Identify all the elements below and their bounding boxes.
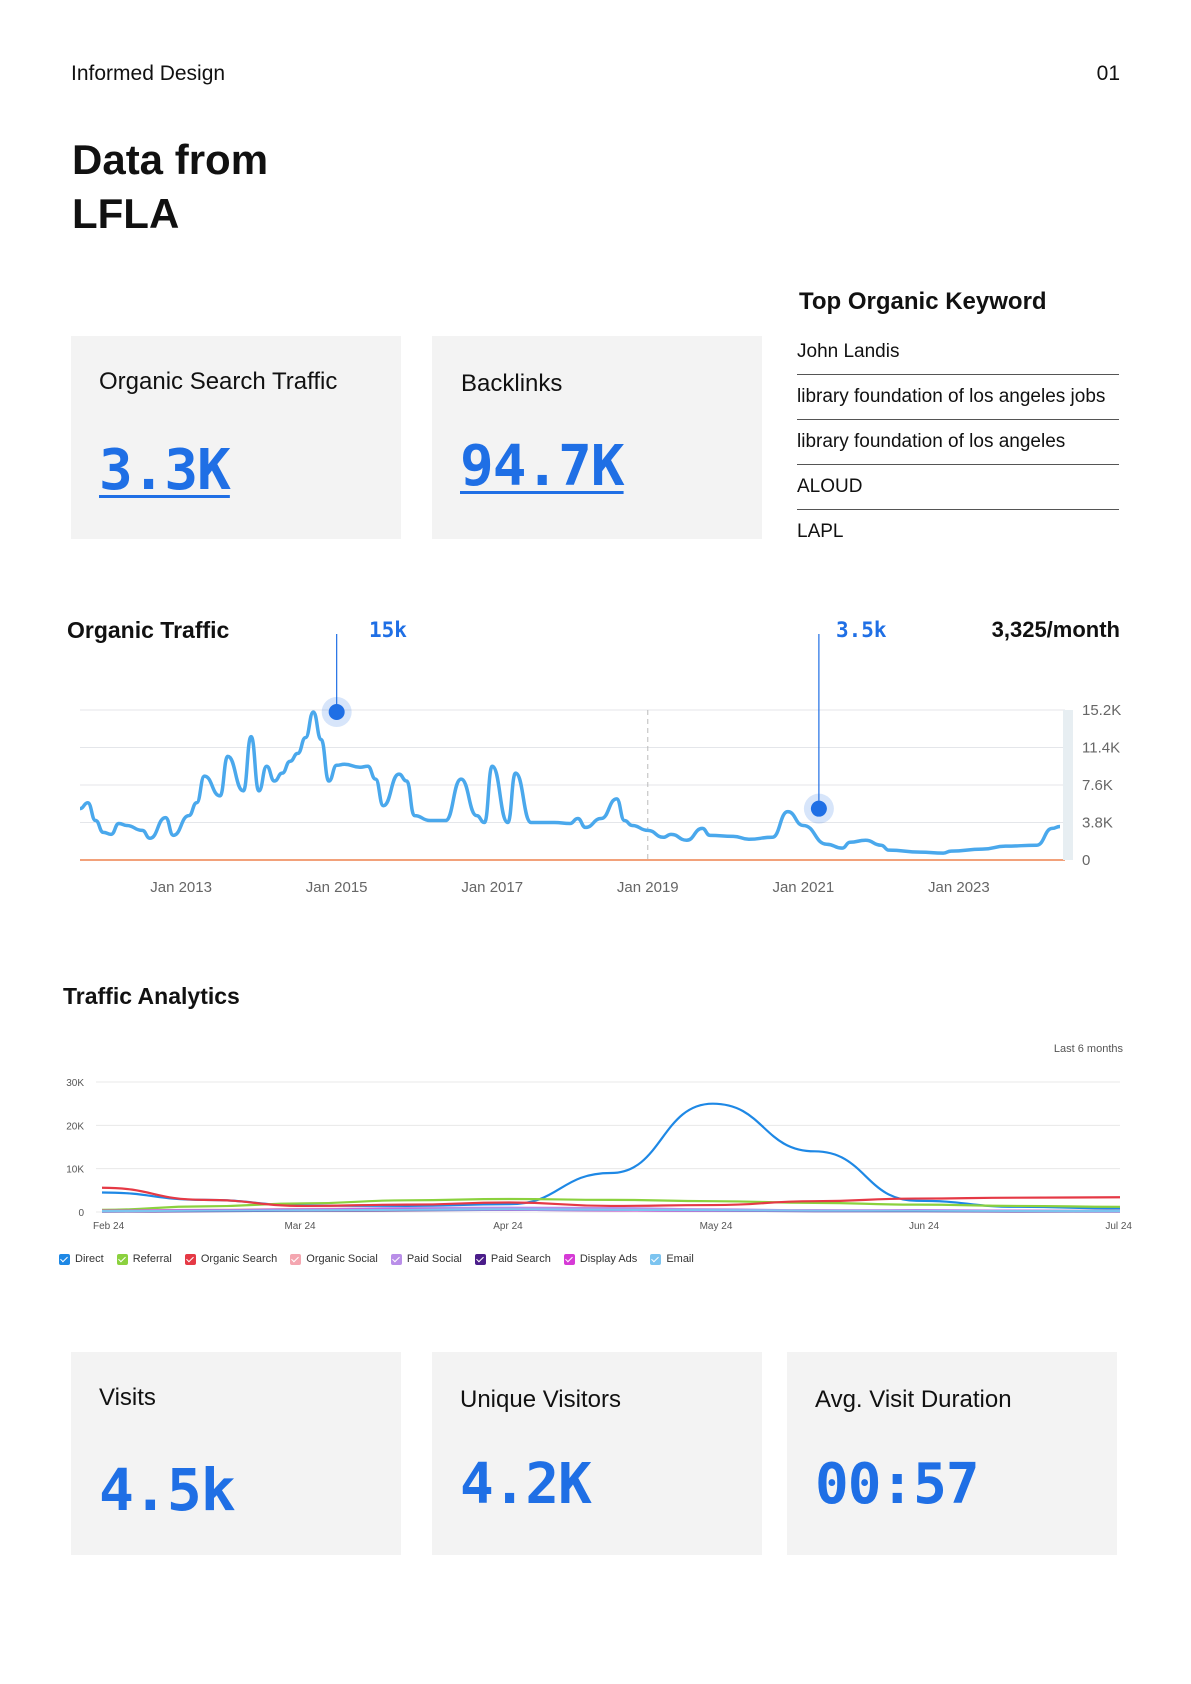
chart-grid: [80, 709, 1073, 861]
organic-traffic-title: Organic Traffic: [67, 617, 230, 643]
x-tick-label: Jan 2021: [772, 879, 834, 896]
checkbox-icon[interactable]: [563, 1253, 575, 1265]
brand-name: Informed Design: [71, 62, 226, 85]
legend-label: Paid Search: [490, 1253, 551, 1265]
traffic-analytics-title: Traffic Analytics: [63, 983, 240, 1009]
checkbox-icon[interactable]: [59, 1253, 70, 1265]
annotation-point: [810, 800, 827, 817]
legend-label: Referral: [132, 1253, 172, 1265]
range-marker: [1063, 710, 1073, 860]
legend-label: Organic Social: [306, 1253, 378, 1265]
series-lines: [101, 1102, 1121, 1213]
traffic-analytics-chart: 30K 20K 10K 0 Feb 24 Mar 24 Apr 24 May 24 Jun 2…: [66, 1078, 1132, 1232]
x-tick-label: Jan 2017: [461, 879, 523, 896]
series-line-direct: [101, 1102, 1121, 1210]
checkbox-icon[interactable]: [290, 1253, 302, 1265]
y-axis-labels: 30K 20K 10K 0: [66, 1078, 84, 1219]
chart-legend: Direct Referral Organic Search Organic Soci…: [59, 1253, 694, 1265]
y-tick-label: 0: [78, 1208, 84, 1219]
kpi-card-visits: Visits 4.5k: [71, 1352, 401, 1555]
checkbox-icon[interactable]: [650, 1253, 662, 1265]
monthly-traffic: 3,325/month: [991, 617, 1120, 642]
series-line-organic-search: [101, 1186, 1121, 1208]
series-line-email: [101, 1208, 1121, 1213]
legend-item-referral[interactable]: Referral: [116, 1253, 172, 1265]
peak-label-2021: 3.5k: [836, 618, 887, 642]
checkbox-icon[interactable]: [474, 1253, 486, 1265]
legend-item-display-ads[interactable]: Display Ads: [563, 1253, 638, 1265]
x-tick-label: Jan 2013: [150, 879, 212, 896]
keyword-item: John Landis: [797, 330, 1119, 375]
x-tick-label: Jan 2015: [306, 879, 368, 896]
checkbox-icon[interactable]: [390, 1253, 402, 1265]
legend-item-email[interactable]: Email: [650, 1253, 694, 1265]
x-axis-labels: Jan 2013 Jan 2015 Jan 2017 Jan 2019 Jan 2021…: [150, 879, 990, 896]
legend-label: Direct: [75, 1253, 104, 1265]
kpi-label: Unique Visitors: [460, 1386, 621, 1413]
x-tick-label: May 24: [700, 1221, 733, 1232]
keyword-item: ALOUD: [797, 465, 1119, 510]
legend-item-organic-search[interactable]: Organic Search: [184, 1253, 278, 1265]
y-tick-label: 11.4K: [1082, 740, 1120, 757]
kpi-value: 00:57: [815, 1452, 980, 1517]
kpi-label: Avg. Visit Duration: [815, 1386, 1012, 1413]
peak-label-2015: 15k: [369, 618, 407, 642]
legend-item-paid-search[interactable]: Paid Search: [474, 1253, 551, 1265]
page-number: 01: [1096, 62, 1120, 85]
period-label[interactable]: Last 6 months: [1053, 1043, 1123, 1055]
y-tick-label: 0: [1082, 852, 1090, 869]
kpi-label: Backlinks: [461, 370, 563, 397]
annotation-point: [328, 703, 345, 720]
page-title-line1: Data from: [72, 136, 269, 183]
kpi-card-avg-visit-duration: Avg. Visit Duration 00:57: [787, 1352, 1117, 1555]
x-tick-label: Jan 2023: [928, 879, 990, 896]
x-tick-label: Jul 24: [1105, 1221, 1132, 1232]
keywords-title: Top Organic Keyword: [799, 288, 1047, 315]
keyword-item: library foundation of los angeles: [797, 420, 1119, 465]
chart-annotations: [321, 634, 834, 824]
series-line: [79, 710, 1061, 855]
kpi-label: Organic Search Traffic: [99, 368, 338, 395]
kpi-value[interactable]: 94.7K: [460, 434, 625, 499]
page-title-line2: LFLA: [72, 190, 180, 237]
y-tick-label: 20K: [66, 1121, 84, 1132]
checkbox-icon[interactable]: [184, 1253, 196, 1265]
legend-item-organic-social[interactable]: Organic Social: [290, 1253, 378, 1265]
keyword-list: John Landis library foundation of los an…: [797, 330, 1119, 554]
legend-label: Paid Social: [406, 1253, 462, 1265]
kpi-value[interactable]: 3.3K: [99, 438, 231, 503]
legend-label: Email: [666, 1253, 694, 1265]
kpi-card-backlinks: Backlinks 94.7K: [432, 336, 762, 539]
x-tick-label: Apr 24: [493, 1221, 523, 1232]
chart-grid: [96, 1081, 1120, 1213]
x-tick-label: Mar 24: [284, 1221, 316, 1232]
page-title: Data from LFLA: [72, 133, 268, 241]
checkbox-icon[interactable]: [116, 1253, 128, 1265]
legend-item-paid-social[interactable]: Paid Social: [390, 1253, 462, 1265]
y-tick-label: 15.2K: [1082, 702, 1121, 719]
y-tick-label: 10K: [66, 1165, 84, 1176]
kpi-value: 4.5k: [99, 1456, 236, 1524]
keyword-item: LAPL: [797, 521, 844, 542]
legend-item-direct[interactable]: Direct: [59, 1253, 104, 1265]
y-tick-label: 3.8K: [1082, 815, 1113, 832]
keyword-item: library foundation of los angeles jobs: [797, 375, 1119, 420]
x-tick-label: Jun 24: [909, 1221, 939, 1232]
y-tick-label: 7.6K: [1082, 777, 1113, 794]
y-axis-labels: 15.2K 11.4K 7.6K 3.8K 0: [1082, 702, 1121, 869]
y-tick-label: 30K: [66, 1078, 84, 1089]
x-tick-label: Feb 24: [93, 1221, 125, 1232]
legend-label: Display Ads: [579, 1253, 638, 1265]
kpi-card-unique-visitors: Unique Visitors 4.2K: [432, 1352, 762, 1555]
legend-label: Organic Search: [200, 1253, 278, 1265]
kpi-value: 4.2K: [460, 1452, 592, 1517]
organic-traffic-line: [79, 710, 1061, 855]
kpi-label: Visits: [99, 1384, 156, 1411]
kpi-card-organic-search: Organic Search Traffic 3.3K: [71, 336, 401, 539]
x-axis-labels: Feb 24 Mar 24 Apr 24 May 24 Jun 24 Jul 24: [93, 1221, 1132, 1232]
x-tick-label: Jan 2019: [617, 879, 679, 896]
